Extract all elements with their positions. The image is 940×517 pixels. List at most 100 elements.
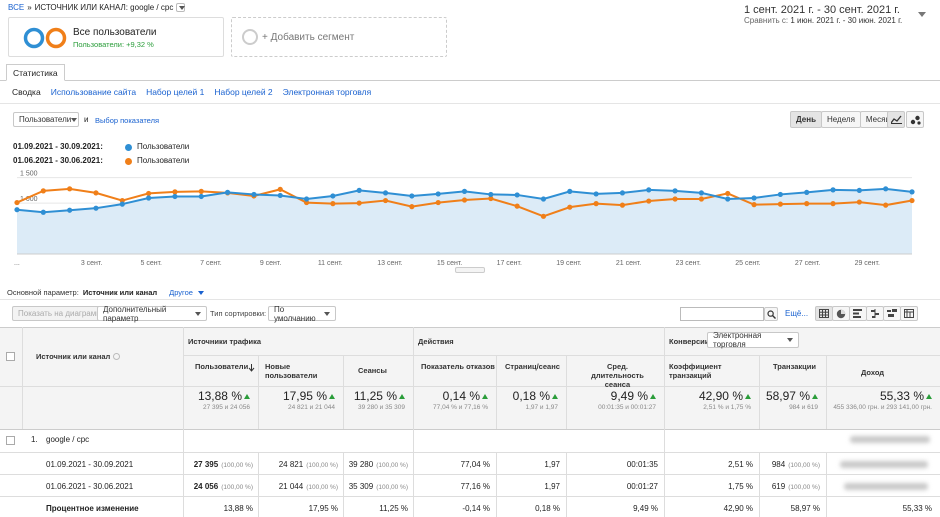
table-search-button[interactable] [764, 307, 778, 321]
data-point-previous[interactable] [382, 197, 389, 204]
data-point-current[interactable] [93, 205, 99, 211]
data-point-current[interactable] [830, 187, 836, 193]
data-point-current[interactable] [382, 190, 389, 196]
col-header-avg-duration[interactable]: Сред. длительность сеанса [591, 362, 644, 389]
data-point-previous[interactable] [804, 201, 810, 207]
data-point-previous[interactable] [409, 204, 415, 210]
data-point-current[interactable] [303, 196, 310, 202]
data-point-current[interactable] [330, 193, 336, 199]
col-header-source[interactable]: Источник или канал [36, 352, 121, 361]
data-point-current[interactable] [14, 207, 20, 213]
data-point-current[interactable] [435, 191, 441, 197]
segment-card-all-users[interactable]: Все пользователи Пользователи: +9,32 % [8, 17, 224, 57]
data-point-current[interactable] [646, 187, 652, 193]
data-point-current[interactable] [856, 187, 862, 193]
data-point-current[interactable] [567, 188, 573, 194]
col-header-sessions[interactable]: Сеансы [358, 366, 387, 375]
data-point-previous[interactable] [698, 196, 705, 202]
data-point-current[interactable] [593, 191, 599, 197]
col-header-transactions[interactable]: Транзакции [773, 362, 816, 371]
data-point-current[interactable] [119, 201, 125, 207]
view-table-button[interactable] [815, 306, 833, 321]
chart-resize-handle[interactable] [455, 267, 485, 273]
sort-select[interactable]: По умолчанию [268, 305, 336, 323]
data-point-previous[interactable] [856, 199, 862, 205]
data-point-current[interactable] [461, 188, 468, 194]
data-point-current[interactable] [540, 196, 547, 202]
view-pie-button[interactable] [832, 306, 850, 321]
granularity-day-button[interactable]: День [790, 111, 822, 128]
tab-statistics[interactable]: Статистика [6, 64, 65, 81]
data-point-previous[interactable] [646, 198, 652, 204]
metric-select[interactable]: Пользователи [13, 112, 79, 127]
secondary-dimension-select[interactable]: Дополнительный параметр [97, 305, 207, 323]
data-point-current[interactable] [672, 188, 678, 194]
data-point-previous[interactable] [725, 190, 731, 197]
data-point-previous[interactable] [277, 186, 283, 192]
subtab-summary[interactable]: Сводка [12, 87, 41, 97]
data-point-current[interactable] [751, 195, 757, 201]
data-point-previous[interactable] [883, 202, 889, 208]
breadcrumb-dropdown-icon[interactable] [176, 3, 186, 12]
data-point-current[interactable] [909, 189, 915, 195]
view-bar-button[interactable] [849, 306, 867, 321]
data-point-current[interactable] [146, 195, 152, 201]
data-point-previous[interactable] [356, 200, 362, 206]
subtab-goal-set-2[interactable]: Набор целей 2 [214, 87, 273, 97]
breadcrumb-all-link[interactable]: ВСЕ [8, 3, 25, 12]
data-point-current[interactable] [251, 191, 257, 198]
data-point-previous[interactable] [830, 201, 836, 207]
col-header-conversion-rate[interactable]: Коэффициент транзакций [669, 362, 722, 380]
data-point-previous[interactable] [619, 202, 626, 208]
data-point-current[interactable] [804, 189, 810, 195]
other-param-link[interactable]: Другое [169, 288, 193, 297]
data-point-previous[interactable] [672, 196, 678, 202]
data-point-previous[interactable] [540, 213, 547, 219]
data-point-previous[interactable] [198, 188, 204, 194]
view-term-cloud-button[interactable] [883, 306, 901, 321]
data-point-current[interactable] [883, 186, 889, 192]
data-point-current[interactable] [198, 193, 204, 200]
view-compare-button[interactable] [866, 306, 884, 321]
data-point-previous[interactable] [567, 204, 573, 210]
row-source-link[interactable]: google / cpc [46, 435, 90, 444]
col-header-revenue[interactable]: Доход [861, 368, 885, 377]
data-point-previous[interactable] [67, 186, 73, 192]
data-point-current[interactable] [409, 193, 415, 199]
granularity-week-button[interactable]: Неделя [821, 111, 861, 128]
primary-param-value[interactable]: Источник или канал [82, 288, 158, 297]
data-point-previous[interactable] [303, 199, 310, 206]
data-point-current[interactable] [777, 191, 783, 198]
more-link[interactable]: Ещё... [785, 309, 809, 318]
data-point-previous[interactable] [14, 199, 20, 206]
data-point-previous[interactable] [172, 189, 178, 195]
data-point-current[interactable] [40, 209, 46, 215]
motion-chart-button[interactable] [906, 111, 924, 128]
data-point-previous[interactable] [777, 201, 783, 207]
data-point-previous[interactable] [909, 197, 915, 204]
data-point-current[interactable] [224, 189, 231, 195]
data-point-previous[interactable] [119, 197, 125, 204]
data-point-current[interactable] [698, 190, 705, 196]
data-point-current[interactable] [356, 187, 362, 193]
data-point-current[interactable] [514, 192, 520, 198]
subtab-goal-set-1[interactable]: Набор целей 1 [146, 87, 205, 97]
data-point-previous[interactable] [514, 203, 520, 209]
view-pivot-button[interactable] [900, 306, 918, 321]
data-point-current[interactable] [488, 191, 494, 198]
add-segment-card[interactable]: + Добавить сегмент [231, 17, 447, 57]
data-point-previous[interactable] [488, 195, 494, 202]
data-point-current[interactable] [725, 196, 731, 202]
col-header-new-users[interactable]: Новые пользователи [265, 362, 318, 380]
data-point-previous[interactable] [40, 188, 46, 194]
row-checkbox[interactable] [6, 436, 15, 445]
subtab-ecommerce[interactable]: Электронная торговля [282, 87, 372, 97]
choose-metric-link[interactable]: Выбор показателя [95, 116, 160, 125]
data-point-previous[interactable] [146, 190, 152, 197]
col-header-users[interactable]: Пользователи [195, 362, 249, 371]
col-header-bounce-rate[interactable]: Показатель отказов [421, 362, 495, 371]
conversion-type-select[interactable]: Электронная торговля [707, 331, 799, 349]
subtab-site-usage[interactable]: Использование сайта [50, 87, 137, 97]
data-point-previous[interactable] [435, 199, 441, 206]
